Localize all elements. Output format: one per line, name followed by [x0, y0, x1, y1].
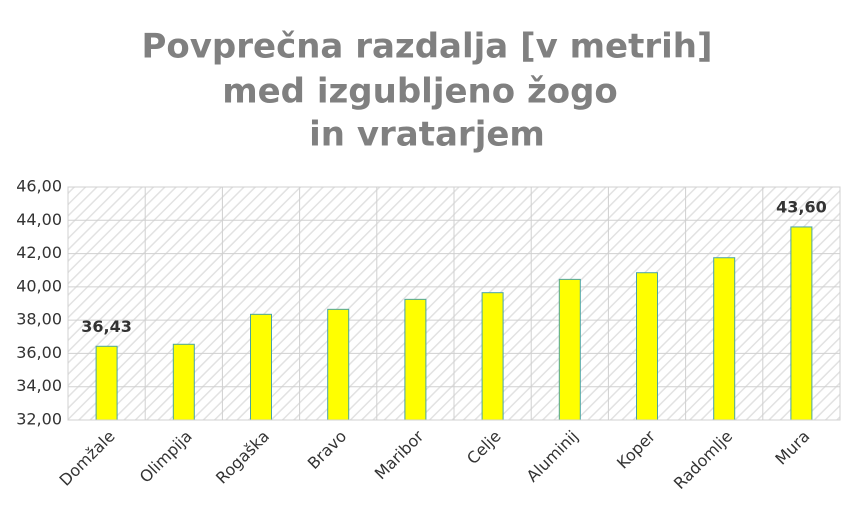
x-tick-label: Mura: [771, 427, 813, 469]
x-tick-label: Maribor: [371, 426, 428, 483]
chart-title: med izgubljeno žogo: [222, 72, 618, 112]
bar: [713, 257, 736, 421]
bar: [95, 345, 118, 421]
y-tick-label: 36,00: [16, 343, 62, 362]
y-tick-label: 34,00: [16, 376, 62, 395]
x-tick-label: Koper: [613, 426, 659, 472]
bar: [327, 308, 350, 421]
y-tick-label: 38,00: [16, 310, 62, 329]
bar: [558, 278, 581, 421]
bar: [481, 292, 504, 421]
x-tick-label: Rogaška: [212, 427, 273, 488]
value-label: 36,43: [81, 317, 132, 336]
x-tick-label: Bravo: [304, 427, 350, 473]
y-tick-label: 40,00: [16, 276, 62, 295]
plot-border: [67, 186, 841, 421]
y-tick-label: 46,00: [16, 177, 62, 196]
chart-title: Povprečna razdalja [v metrih]: [141, 27, 712, 67]
x-tick-label: Olimpija: [136, 427, 196, 487]
x-tick-label: Aluminij: [523, 427, 582, 486]
y-tick-label: 32,00: [16, 410, 62, 429]
bar: [636, 272, 658, 421]
value-label: 43,60: [776, 197, 827, 216]
y-tick-label: 44,00: [16, 210, 62, 229]
y-tick-label: 42,00: [16, 243, 62, 262]
x-tick-label: Domžale: [56, 427, 119, 490]
bar: [404, 298, 427, 421]
x-tick-label: Radomlje: [670, 427, 736, 493]
bar: [250, 313, 272, 421]
bar: [790, 226, 813, 421]
bar: [172, 343, 195, 421]
chart-title: in vratarjem: [309, 115, 545, 155]
x-tick-label: Celje: [463, 427, 505, 469]
